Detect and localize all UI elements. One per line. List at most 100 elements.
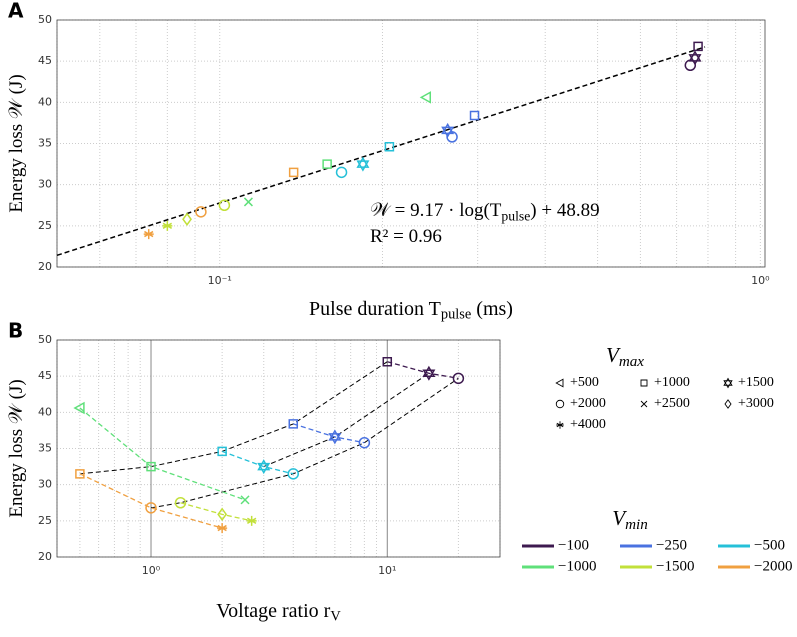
marker	[75, 469, 85, 479]
marker	[358, 437, 371, 449]
legend-label: −100	[558, 537, 589, 553]
marker	[384, 142, 395, 152]
legend-title: Vmax	[606, 343, 644, 371]
text-part: ) + 48.89	[530, 200, 599, 221]
annotation: 𝒲 = 9.17 · log(Tpulse) + 48.89	[370, 200, 600, 223]
series-line	[79, 473, 223, 529]
marker	[240, 495, 250, 505]
y-tick-label: 50	[38, 333, 52, 346]
y-tick-label: 40	[38, 405, 52, 418]
text-part: V	[612, 506, 627, 530]
y-tick-label: 25	[38, 219, 52, 232]
marker	[195, 206, 207, 218]
marker	[288, 167, 299, 178]
y-tick-label: 25	[38, 514, 52, 527]
marker	[217, 507, 228, 522]
series-line	[387, 361, 459, 379]
text-part: (ms)	[471, 298, 513, 320]
text-part: 𝒲 = 9.17 · log(T	[370, 200, 502, 221]
marker	[724, 399, 732, 409]
x-axis-label: Voltage ratio rV	[216, 600, 341, 625]
subscript: max	[619, 354, 644, 370]
y-tick-label: 40	[38, 95, 52, 108]
legend-label: +2000	[570, 396, 606, 411]
marker	[146, 461, 156, 472]
x-tick-label: 10¹	[378, 564, 396, 577]
marker	[217, 446, 227, 457]
x-tick-label: 10⁰	[751, 274, 770, 287]
series-line	[79, 407, 246, 501]
legend-label: +1000	[654, 375, 690, 390]
y-tick-label: 45	[38, 369, 52, 382]
x-tick-label: 10⁻¹	[208, 274, 232, 287]
legend-label: +2500	[654, 396, 690, 411]
marker	[182, 212, 192, 227]
guide-line	[150, 377, 459, 509]
marker	[246, 515, 257, 526]
marker	[693, 41, 703, 52]
legend-label: −2000	[754, 558, 792, 574]
plot-frame	[56, 19, 766, 268]
marker	[555, 378, 564, 388]
legend-label: −1500	[656, 558, 694, 574]
y-tick-label: 30	[38, 478, 52, 491]
y-axis-label: Energy loss 𝒲 (J)	[6, 379, 27, 517]
legend-label: +500	[570, 375, 599, 390]
marker	[684, 59, 697, 71]
text-part: Pulse duration T	[309, 298, 441, 320]
legend-label: +1500	[738, 375, 774, 390]
marker	[288, 419, 299, 429]
marker	[328, 429, 342, 445]
marker	[335, 166, 348, 178]
marker	[640, 379, 648, 387]
marker	[73, 401, 85, 415]
marker	[218, 199, 231, 211]
legend-label: −250	[656, 537, 687, 553]
marker	[419, 91, 432, 104]
marker	[287, 468, 300, 480]
y-tick-label: 20	[38, 260, 52, 273]
subscript: pulse	[441, 307, 471, 323]
marker	[356, 156, 370, 172]
marker	[382, 356, 393, 367]
x-axis-label: Pulse duration Tpulse (ms)	[309, 298, 513, 323]
series-line	[180, 502, 252, 522]
subscript: min	[625, 517, 648, 533]
marker	[322, 159, 332, 169]
legend-label: −1000	[558, 558, 596, 574]
marker	[469, 110, 480, 121]
legend-title: Vmin	[612, 506, 648, 534]
marker	[688, 50, 702, 66]
marker	[143, 229, 154, 240]
panel-label: A	[8, 0, 24, 23]
text-part: R² = 0.96	[370, 226, 442, 247]
marker	[145, 502, 157, 514]
marker	[452, 372, 465, 385]
text-part: Energy loss 𝒲 (J)	[6, 74, 27, 212]
y-tick-label: 30	[38, 178, 52, 191]
marker	[446, 131, 458, 143]
y-tick-label: 35	[38, 442, 52, 455]
series-line	[221, 450, 294, 475]
y-tick-label: 35	[38, 137, 52, 150]
y-tick-label: 50	[38, 13, 52, 26]
y-axis-label: Energy loss 𝒲 (J)	[6, 74, 27, 212]
marker	[162, 220, 173, 231]
marker	[556, 421, 564, 429]
subscript: pulse	[501, 208, 530, 223]
legend-label: +3000	[738, 396, 774, 411]
y-tick-label: 45	[38, 54, 52, 67]
marker	[217, 523, 228, 534]
legend-label: −500	[754, 537, 785, 553]
legend-label: +4000	[570, 417, 606, 432]
series-line	[293, 423, 365, 444]
fit-line	[56, 46, 706, 257]
marker	[422, 365, 436, 381]
y-tick-label: 20	[38, 550, 52, 563]
subscript: V	[330, 609, 341, 625]
text-part: Energy loss 𝒲 (J)	[6, 379, 27, 517]
marker	[555, 399, 565, 409]
marker	[640, 400, 648, 408]
marker	[174, 497, 187, 509]
